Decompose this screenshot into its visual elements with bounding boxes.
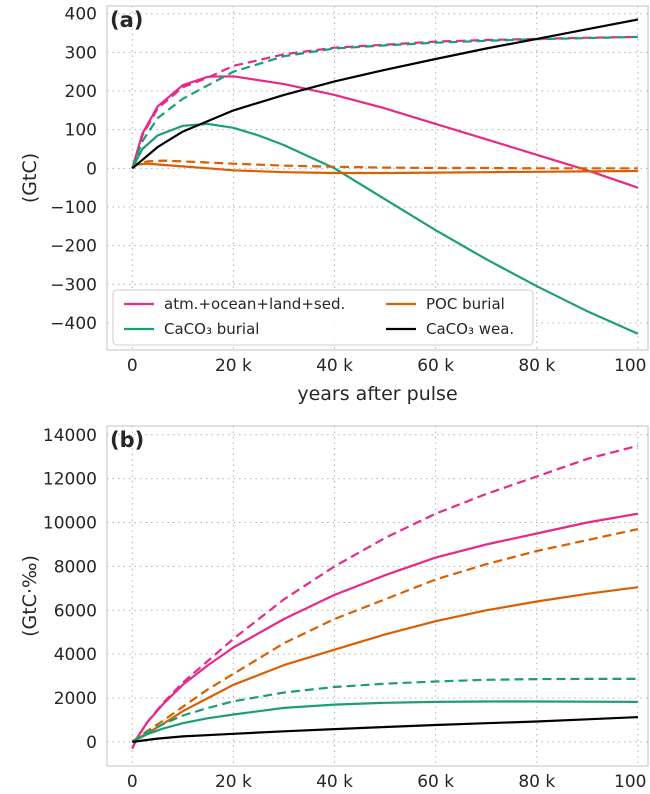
- series-line: [131, 444, 639, 749]
- x-tick-label: 0: [127, 356, 138, 376]
- y-tick-label: 400: [65, 5, 97, 25]
- x-tick-label: 80 k: [518, 356, 555, 376]
- y-axis-label: (GtC): [19, 153, 41, 203]
- x-tick-label: 40 k: [316, 356, 353, 376]
- y-tick-label: 0: [86, 733, 97, 753]
- x-tick-label: 40 k: [316, 772, 353, 792]
- x-tick-label: 60 k: [417, 356, 454, 376]
- series-line: [131, 35, 638, 169]
- y-tick-label: 8000: [54, 557, 97, 577]
- series-line: [131, 512, 639, 749]
- y-tick-label: 14000: [43, 426, 97, 446]
- x-tick-label: 20 k: [215, 356, 252, 376]
- x-tick-label: 0: [127, 772, 138, 792]
- y-tick-label: 6000: [54, 601, 97, 621]
- y-tick-label: 12000: [43, 470, 97, 490]
- y-tick-label: −100: [50, 198, 97, 218]
- plot-frame: [106, 425, 649, 767]
- y-axis-label: (GtC·‰): [19, 555, 41, 637]
- y-tick-label: 100: [65, 121, 97, 141]
- x-tick-label: 80 k: [518, 772, 555, 792]
- panel-a: 0 20 k 40 k 60 k 80 k 100 k 400 300 200 100 0 −100 −…: [19, 5, 650, 405]
- legend-box: [112, 289, 534, 346]
- panel-label: (a): [110, 8, 143, 32]
- legend-label: atm.+ocean+land+sed.: [164, 295, 345, 313]
- series-line: [131, 700, 638, 743]
- x-axis-label: years after pulse: [297, 383, 457, 405]
- y-tick-label: 4000: [54, 645, 97, 665]
- series-line: [131, 159, 638, 170]
- legend: atm.+ocean+land+sed. POC burial CaCO₃ buri…: [112, 289, 534, 346]
- x-tick-label: 60 k: [417, 772, 454, 792]
- series-line: [131, 586, 639, 743]
- x-tick-label: 20 k: [215, 772, 252, 792]
- series-line: [131, 75, 639, 189]
- panel-b: 0 20 k 40 k 60 k 80 k 100 k 14000 12000 10000 800…: [19, 425, 650, 792]
- series-line: [131, 35, 638, 169]
- legend-label: POC burial: [426, 295, 505, 313]
- legend-label: CaCO₃ wea.: [426, 320, 514, 338]
- y-tick-label: −200: [50, 237, 97, 257]
- y-tick-label: −400: [50, 314, 97, 334]
- series-line: [132, 716, 638, 743]
- series-line: [131, 162, 638, 175]
- series-line: [131, 122, 639, 335]
- plot-frame: [106, 5, 649, 351]
- legend-label: CaCO₃ burial: [164, 320, 259, 338]
- y-tick-label: −300: [50, 275, 97, 295]
- x-tick-label: 100 k: [614, 772, 650, 792]
- series-line: [131, 18, 639, 170]
- y-tick-label: 10000: [43, 514, 97, 534]
- y-tick-label: 300: [65, 43, 97, 63]
- panel-label: (b): [110, 428, 144, 452]
- x-tick-label: 100 k: [614, 356, 650, 376]
- y-tick-label: 2000: [54, 689, 97, 709]
- series-line: [131, 677, 638, 743]
- y-tick-label: 0: [86, 159, 97, 179]
- y-tick-label: 200: [65, 82, 97, 102]
